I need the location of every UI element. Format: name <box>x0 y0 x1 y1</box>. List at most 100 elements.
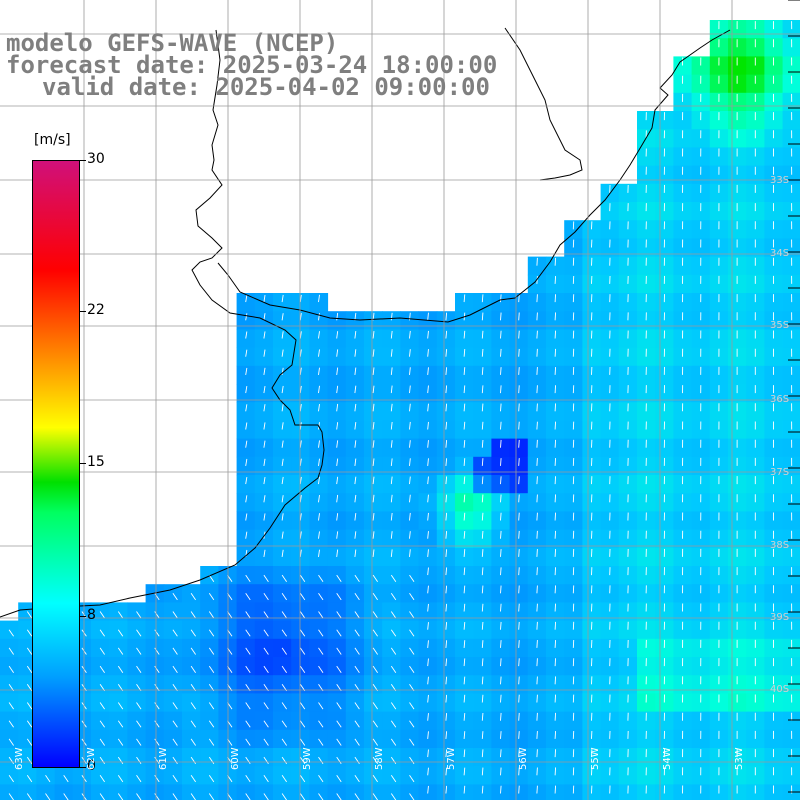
wind-arrow <box>481 731 484 739</box>
wind-arrow <box>463 348 466 357</box>
wind-arrow <box>390 665 397 673</box>
ocean-cell <box>455 293 474 312</box>
ocean-cell <box>782 274 800 294</box>
ocean-cell <box>455 347 474 367</box>
wind-arrow <box>390 312 393 321</box>
wind-arrow <box>263 404 266 412</box>
ocean-cell <box>455 329 474 349</box>
ocean-cell <box>254 784 274 800</box>
ocean-cell <box>491 365 511 385</box>
ocean-cell <box>273 311 292 330</box>
ocean-cell <box>273 438 292 458</box>
wind-arrow <box>427 458 429 466</box>
wind-arrow <box>99 775 105 783</box>
ocean-cell <box>709 384 729 403</box>
wind-arrow <box>354 629 360 637</box>
ocean-cell <box>673 402 693 421</box>
ocean-cell <box>309 456 329 476</box>
ocean-cell <box>527 274 547 294</box>
wind-arrow <box>245 386 248 394</box>
ocean-cell <box>673 56 693 76</box>
ocean-cell <box>728 56 747 76</box>
wind-arrow <box>518 749 520 758</box>
ocean-cell <box>673 311 693 330</box>
ocean-cell <box>273 347 292 367</box>
wind-arrow <box>336 494 339 503</box>
wind-arrow <box>536 458 538 466</box>
ocean-cell <box>236 365 256 385</box>
wind-arrow <box>318 775 324 783</box>
wind-arrow <box>409 531 411 539</box>
ocean-cell <box>618 293 638 312</box>
ocean-cell <box>400 456 420 476</box>
ocean-cell <box>764 620 784 640</box>
longitude-label: 54W <box>662 747 673 770</box>
wind-arrow <box>99 665 105 673</box>
wind-arrow <box>354 349 357 357</box>
wind-arrow <box>245 574 251 582</box>
wind-arrow <box>500 439 502 448</box>
ocean-cell <box>509 766 529 785</box>
ocean-cell <box>273 402 292 421</box>
wind-arrow <box>518 549 520 557</box>
ocean-cell <box>673 183 693 203</box>
wind-arrow <box>318 531 320 539</box>
ocean-cell <box>236 347 256 367</box>
wind-arrow <box>409 403 411 412</box>
wind-arrow <box>299 702 306 710</box>
wind-arrow <box>172 720 178 728</box>
ocean-cell <box>309 493 329 512</box>
ocean-cell <box>764 202 784 221</box>
wind-arrow <box>427 785 429 794</box>
wind-arrow <box>354 312 357 321</box>
wind-arrow <box>117 665 124 673</box>
ocean-cell <box>709 675 729 694</box>
wind-arrow <box>281 647 287 655</box>
ocean-cell <box>600 657 620 676</box>
ocean-cell <box>236 438 256 458</box>
wind-arrow <box>409 458 411 466</box>
wind-arrow <box>518 476 520 485</box>
ocean-cell <box>728 493 747 512</box>
wind-arrow <box>481 421 484 430</box>
wind-arrow <box>536 658 538 667</box>
wind-arrow <box>536 330 538 339</box>
wind-arrow <box>481 549 484 557</box>
ocean-cell <box>782 183 800 203</box>
wind-arrow <box>390 403 393 412</box>
ocean-cell <box>764 365 784 385</box>
ocean-cell <box>709 475 729 494</box>
ocean-cell <box>582 329 602 349</box>
ocean-cell <box>546 584 565 603</box>
ocean-cell <box>455 420 474 440</box>
ocean-cell <box>436 347 456 367</box>
wind-arrow <box>481 367 484 375</box>
ocean-cell <box>564 293 583 312</box>
ocean-cell <box>582 620 602 640</box>
wind-arrow <box>336 665 342 673</box>
wind-arrow <box>463 330 466 339</box>
wind-arrow <box>208 793 215 800</box>
ocean-cell <box>54 784 74 800</box>
wind-arrow <box>390 702 397 710</box>
ocean-cell <box>728 38 747 57</box>
ocean-cell <box>418 711 438 731</box>
ocean-cell <box>764 657 784 676</box>
wind-arrow <box>117 738 124 746</box>
ocean-cell <box>764 74 784 94</box>
wind-arrow <box>481 749 484 758</box>
ocean-cell <box>746 529 765 549</box>
wind-arrow <box>336 775 342 783</box>
wind-arrow <box>536 494 538 503</box>
colorbar-tick <box>80 616 86 617</box>
ocean-cell <box>36 784 56 800</box>
wind-arrow <box>500 603 502 612</box>
ocean-cell <box>327 438 347 458</box>
ocean-cell <box>618 183 638 203</box>
ocean-cell <box>728 74 747 94</box>
ocean-cell <box>254 438 274 458</box>
ocean-cell <box>673 547 693 567</box>
wind-arrow <box>154 629 160 637</box>
wind-arrow <box>245 495 248 503</box>
wind-arrow <box>354 476 357 485</box>
